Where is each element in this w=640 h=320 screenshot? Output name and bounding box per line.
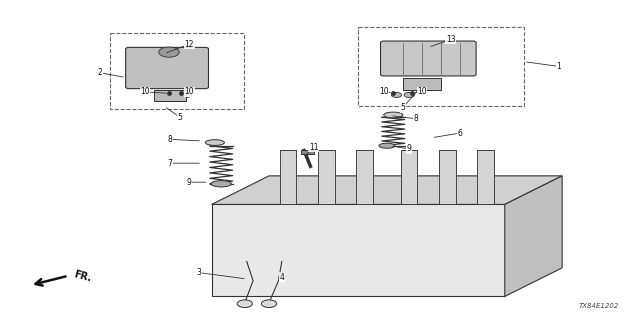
Text: FR.: FR.: [73, 269, 93, 284]
Circle shape: [404, 92, 414, 98]
Text: 5: 5: [177, 113, 182, 122]
Ellipse shape: [379, 143, 395, 148]
Polygon shape: [439, 150, 456, 204]
Polygon shape: [318, 150, 335, 204]
Circle shape: [392, 92, 401, 98]
Text: 11: 11: [309, 143, 318, 152]
Text: TX84E1202: TX84E1202: [579, 303, 620, 309]
Polygon shape: [280, 150, 296, 204]
Bar: [301, 150, 314, 154]
Text: 5: 5: [401, 103, 405, 112]
Text: 9: 9: [407, 144, 412, 153]
Circle shape: [181, 92, 191, 98]
Text: 4: 4: [279, 273, 284, 282]
Text: 2: 2: [98, 68, 102, 77]
Ellipse shape: [205, 140, 225, 145]
Ellipse shape: [211, 180, 232, 187]
Text: 13: 13: [446, 35, 456, 44]
Text: 10: 10: [140, 87, 150, 96]
Text: 1: 1: [557, 62, 561, 71]
Polygon shape: [212, 204, 505, 296]
Polygon shape: [477, 150, 494, 204]
Circle shape: [261, 300, 276, 308]
FancyBboxPatch shape: [125, 47, 209, 89]
Polygon shape: [505, 176, 562, 296]
Text: 8: 8: [168, 135, 173, 144]
Text: 8: 8: [413, 114, 418, 123]
Text: 9: 9: [187, 178, 192, 187]
Circle shape: [159, 47, 179, 57]
FancyBboxPatch shape: [403, 77, 441, 90]
FancyBboxPatch shape: [381, 41, 476, 76]
Text: 10: 10: [417, 87, 427, 96]
Polygon shape: [401, 150, 417, 204]
Circle shape: [237, 300, 252, 308]
Text: 10: 10: [184, 87, 194, 96]
Text: 3: 3: [196, 268, 202, 277]
Text: 7: 7: [168, 159, 173, 168]
Text: 6: 6: [458, 129, 463, 138]
FancyBboxPatch shape: [154, 90, 186, 101]
Circle shape: [168, 92, 179, 98]
Polygon shape: [212, 176, 562, 204]
Text: 12: 12: [184, 40, 194, 49]
Polygon shape: [356, 150, 373, 204]
Text: 10: 10: [379, 87, 388, 96]
Ellipse shape: [384, 112, 403, 118]
